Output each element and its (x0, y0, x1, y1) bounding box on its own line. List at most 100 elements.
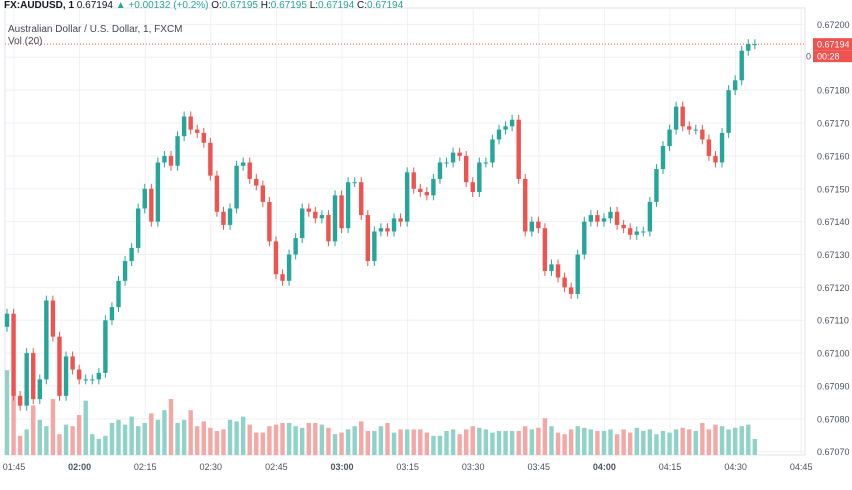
candle (667, 129, 672, 147)
candle (103, 320, 108, 373)
time-tick-label: 02:15 (134, 462, 157, 472)
candle (214, 175, 220, 212)
candle (227, 208, 233, 225)
candle (63, 356, 69, 396)
volume-bar (208, 427, 213, 455)
plot-frame (4, 7, 806, 456)
volume-bar (332, 434, 338, 455)
volume-bar (76, 415, 82, 455)
volume-bar (142, 423, 147, 455)
candle (647, 201, 653, 232)
volume-bar (523, 426, 528, 455)
candle (273, 241, 279, 275)
price-tick-label: 0.67140 (817, 217, 850, 227)
price-tick-label: 0.67180 (817, 86, 850, 96)
candle (195, 129, 200, 133)
candle (509, 119, 515, 127)
candle (44, 300, 49, 380)
volume-bar (516, 431, 521, 455)
last-price: 0.67194 (76, 0, 113, 11)
candle (372, 231, 377, 262)
candle (713, 155, 718, 163)
candle (181, 116, 187, 137)
volume-bar (227, 419, 233, 455)
candle (57, 336, 62, 396)
volume-bar (44, 426, 49, 455)
volume-bar (31, 405, 36, 455)
volume-bar (280, 423, 285, 455)
candle (641, 231, 646, 233)
volume-bar (352, 426, 357, 455)
candle (286, 254, 292, 281)
volume-bar (614, 434, 620, 455)
volume-bar (503, 431, 508, 455)
price-tick-label: 0.67160 (817, 151, 850, 161)
candle (568, 287, 574, 294)
candle (280, 274, 285, 281)
candle (90, 379, 95, 381)
volume-bar (391, 432, 397, 455)
candle (431, 178, 436, 196)
candle (391, 218, 397, 232)
volume-bar (260, 432, 266, 455)
volume-bar (562, 434, 567, 455)
volume-bar (739, 426, 744, 455)
candle (221, 211, 226, 225)
candle (634, 231, 639, 235)
volume-bar (11, 387, 16, 455)
volume-bar (17, 435, 23, 455)
volume-bar (175, 423, 180, 455)
volume-bar (555, 432, 561, 455)
high-value: 0.67195 (270, 0, 307, 11)
volume-bar (109, 423, 115, 455)
candle (313, 211, 318, 219)
volume-bar (398, 429, 403, 455)
candle (398, 218, 403, 222)
volume-bar (404, 429, 410, 455)
candle (17, 395, 23, 406)
volume-bar (641, 431, 646, 455)
volume-bar (601, 431, 607, 455)
candle (496, 129, 502, 140)
candle (477, 162, 482, 193)
volume-bar (450, 429, 456, 455)
volume-bar (713, 424, 718, 455)
candle (31, 353, 36, 400)
volume-bar (359, 421, 364, 455)
volume-bar (424, 432, 430, 455)
volume-bar (372, 431, 377, 455)
candle (536, 221, 541, 229)
candle (424, 192, 430, 196)
time-tick-label: 03:30 (462, 462, 485, 472)
candle (739, 50, 744, 81)
price-tick-label: 0.67100 (817, 349, 850, 359)
volume-bar (96, 439, 102, 455)
candle (378, 228, 384, 232)
volume-bar (700, 423, 705, 455)
candle (175, 136, 180, 166)
low-label: L: (309, 0, 319, 11)
candle (444, 162, 449, 164)
volume-bar (339, 432, 344, 455)
volume-bar (162, 410, 167, 455)
countdown-badge (813, 50, 852, 63)
volume-bar (4, 370, 10, 455)
volume-bar (464, 429, 469, 455)
candle (149, 188, 154, 222)
volume-bar (136, 426, 141, 455)
candle (234, 165, 239, 209)
open-value: 0.67195 (221, 0, 258, 11)
volume-bar (470, 426, 475, 455)
price-tick-label: 0.67070 (817, 447, 850, 457)
volume-bar (628, 432, 633, 455)
volume-bar (411, 429, 416, 455)
volume-bar (267, 426, 272, 455)
volume-bar (188, 410, 193, 455)
volume-bar (234, 421, 239, 455)
candle (267, 201, 272, 242)
candle (293, 238, 298, 255)
time-tick-label: 03:45 (528, 462, 551, 472)
time-tick-label: 02:45 (265, 462, 288, 472)
candle (319, 215, 325, 219)
